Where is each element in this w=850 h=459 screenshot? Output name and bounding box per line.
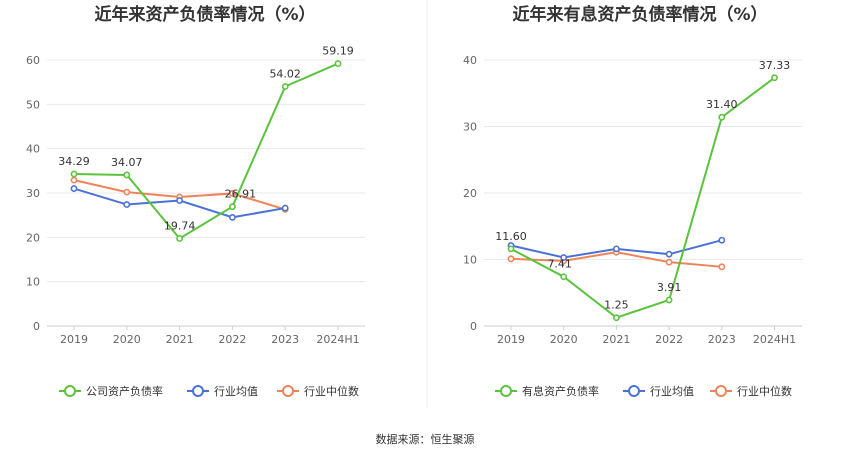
data-point [334,60,342,67]
data-label: 37.33 [759,59,791,72]
y-tick-label: 40 [26,143,40,156]
legend-label: 行业中位数 [304,384,359,398]
legend-marker [628,385,640,397]
legend-item: 有息资产负债率 [495,384,599,398]
y-tick-label: 30 [26,187,40,200]
legend-item: 行业中位数 [277,384,359,398]
x-tick-label: 2021 [166,333,194,346]
data-label: 7.41 [547,258,572,271]
x-tick-label: 2023 [708,333,736,346]
data-label: 11.60 [495,230,527,243]
chart-title: 近年来资产负债率情况（%） [94,4,315,25]
x-tick-label: 2024H1 [316,333,359,346]
y-tick-label: 30 [463,121,477,134]
series-line [73,62,339,240]
series-line [510,76,776,319]
data-label: 3.91 [657,281,682,294]
x-tick-label: 2019 [497,333,525,346]
legend-marker [282,385,294,397]
data-point [123,171,131,179]
data-point [560,273,568,281]
data-label: 34.07 [111,156,143,169]
data-point [507,255,515,263]
y-tick-label: 10 [26,276,40,289]
data-point [176,235,183,242]
legend-label: 有息资产负债率 [522,384,599,398]
y-tick-label: 0 [33,320,40,333]
legend-item: 公司资产负债率 [59,384,163,398]
y-tick-label: 20 [26,231,40,244]
legend-label: 行业均值 [650,385,694,398]
legend-label: 行业均值 [214,385,258,398]
data-point [665,258,673,266]
y-tick-label: 50 [26,98,40,111]
data-point [613,245,620,253]
data-point [507,245,515,253]
legend-item: 行业均值 [623,385,694,398]
x-tick-label: 2022 [218,333,246,346]
x-tick-label: 2022 [655,333,683,346]
data-label: 19.74 [164,219,196,232]
data-point [123,201,131,208]
y-tick-label: 60 [26,54,40,67]
x-tick-label: 2024H1 [753,333,796,346]
legend-label: 行业中位数 [737,384,792,398]
data-label: 31.40 [706,98,738,111]
data-label: 34.29 [58,155,90,168]
legend-item: 行业均值 [187,385,258,398]
legend-marker [64,385,76,397]
x-tick-label: 2023 [271,333,299,346]
legend-item: 行业中位数 [710,384,792,398]
x-tick-label: 2021 [602,333,630,346]
legend-marker [715,385,727,397]
y-tick-label: 10 [463,254,477,267]
data-point [560,254,568,261]
legend-marker [192,385,204,397]
data-label: 59.19 [322,45,354,58]
data-point [665,250,673,258]
data-point [228,203,236,211]
data-point [228,190,236,197]
data-point [176,197,183,204]
source-note: 数据来源：恒生聚源 [376,432,475,446]
data-point [70,170,78,178]
data-point [771,74,778,82]
data-point [123,188,131,196]
legend-label: 公司资产负债率 [86,384,163,398]
data-point [718,263,726,271]
chart-1: 近年来资产负债率情况（%） 0 10 20 30 40 50 60 2019 2020 2021 20… [26,4,365,398]
x-tick-label: 2019 [60,333,88,346]
x-tick-label: 2020 [113,333,141,346]
data-label: 1.25 [604,299,629,312]
legend-marker [500,385,512,397]
data-point [613,314,620,322]
data-point [718,236,726,244]
chart-title: 近年来有息资产负债率情况（%） [512,4,767,25]
y-tick-label: 0 [470,320,477,333]
data-label: 26.91 [225,188,257,201]
data-label: 54.02 [269,68,301,81]
y-tick-label: 40 [463,54,477,67]
data-point [228,213,236,221]
data-point [70,185,78,192]
chart-2: 近年来有息资产负债率情况（%） 0 10 20 30 40 2019 2020 2021 2022… [463,4,802,398]
y-tick-label: 20 [463,187,477,200]
data-point [281,204,289,212]
data-point [718,113,726,121]
x-tick-label: 2020 [550,333,578,346]
data-point [665,296,673,304]
data-point [70,176,78,184]
data-point [281,83,289,90]
